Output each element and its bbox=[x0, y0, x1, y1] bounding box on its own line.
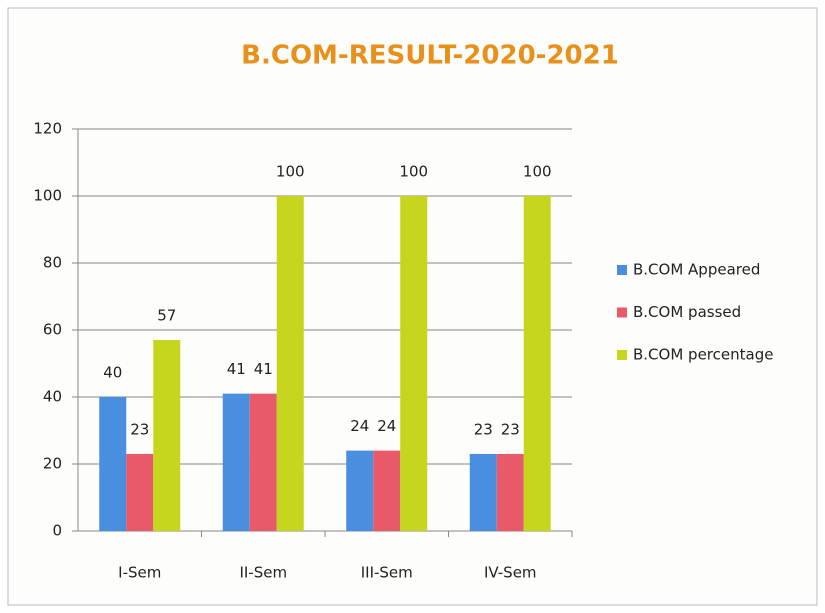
bar bbox=[373, 450, 401, 531]
data-label: 100 bbox=[276, 163, 305, 181]
bar bbox=[469, 453, 497, 531]
bar bbox=[276, 196, 304, 531]
legend-swatch bbox=[617, 307, 627, 318]
bar bbox=[99, 397, 127, 531]
bar bbox=[249, 393, 277, 531]
y-tick-label: 100 bbox=[33, 187, 62, 205]
y-tick-label: 80 bbox=[43, 254, 62, 272]
y-tick-label: 60 bbox=[43, 321, 62, 339]
data-label: 24 bbox=[377, 417, 396, 435]
data-label: 23 bbox=[501, 420, 520, 438]
bar bbox=[153, 340, 181, 531]
bar bbox=[523, 196, 551, 531]
x-tick-label: I-Sem bbox=[118, 564, 161, 582]
x-tick-label: IV-Sem bbox=[484, 564, 537, 582]
x-tick-label: II-Sem bbox=[239, 564, 287, 582]
bar bbox=[346, 450, 374, 531]
bar bbox=[126, 453, 154, 531]
legend-swatch bbox=[617, 265, 627, 275]
bar bbox=[496, 453, 524, 531]
legend-label: B.COM percentage bbox=[633, 346, 773, 364]
data-label: 24 bbox=[350, 417, 369, 435]
y-tick-label: 120 bbox=[33, 120, 62, 138]
legend-label: B.COM Appeared bbox=[633, 261, 760, 279]
legend-label: B.COM passed bbox=[633, 303, 741, 321]
x-tick-label: III-Sem bbox=[361, 564, 413, 582]
data-label: 41 bbox=[227, 360, 246, 378]
data-label: 23 bbox=[474, 420, 493, 438]
data-label: 23 bbox=[130, 420, 149, 438]
chart-title: B.COM-RESULT-2020-2021 bbox=[241, 41, 619, 71]
bar bbox=[222, 393, 250, 531]
legend-swatch bbox=[617, 350, 627, 360]
y-tick-label: 0 bbox=[52, 522, 62, 540]
bar bbox=[400, 196, 428, 531]
y-tick-label: 40 bbox=[43, 388, 62, 406]
data-label: 41 bbox=[254, 360, 273, 378]
data-label: 100 bbox=[523, 163, 552, 181]
data-label: 57 bbox=[157, 307, 176, 325]
y-tick-label: 20 bbox=[43, 455, 62, 473]
data-label: 100 bbox=[399, 163, 428, 181]
data-label: 40 bbox=[103, 364, 122, 382]
